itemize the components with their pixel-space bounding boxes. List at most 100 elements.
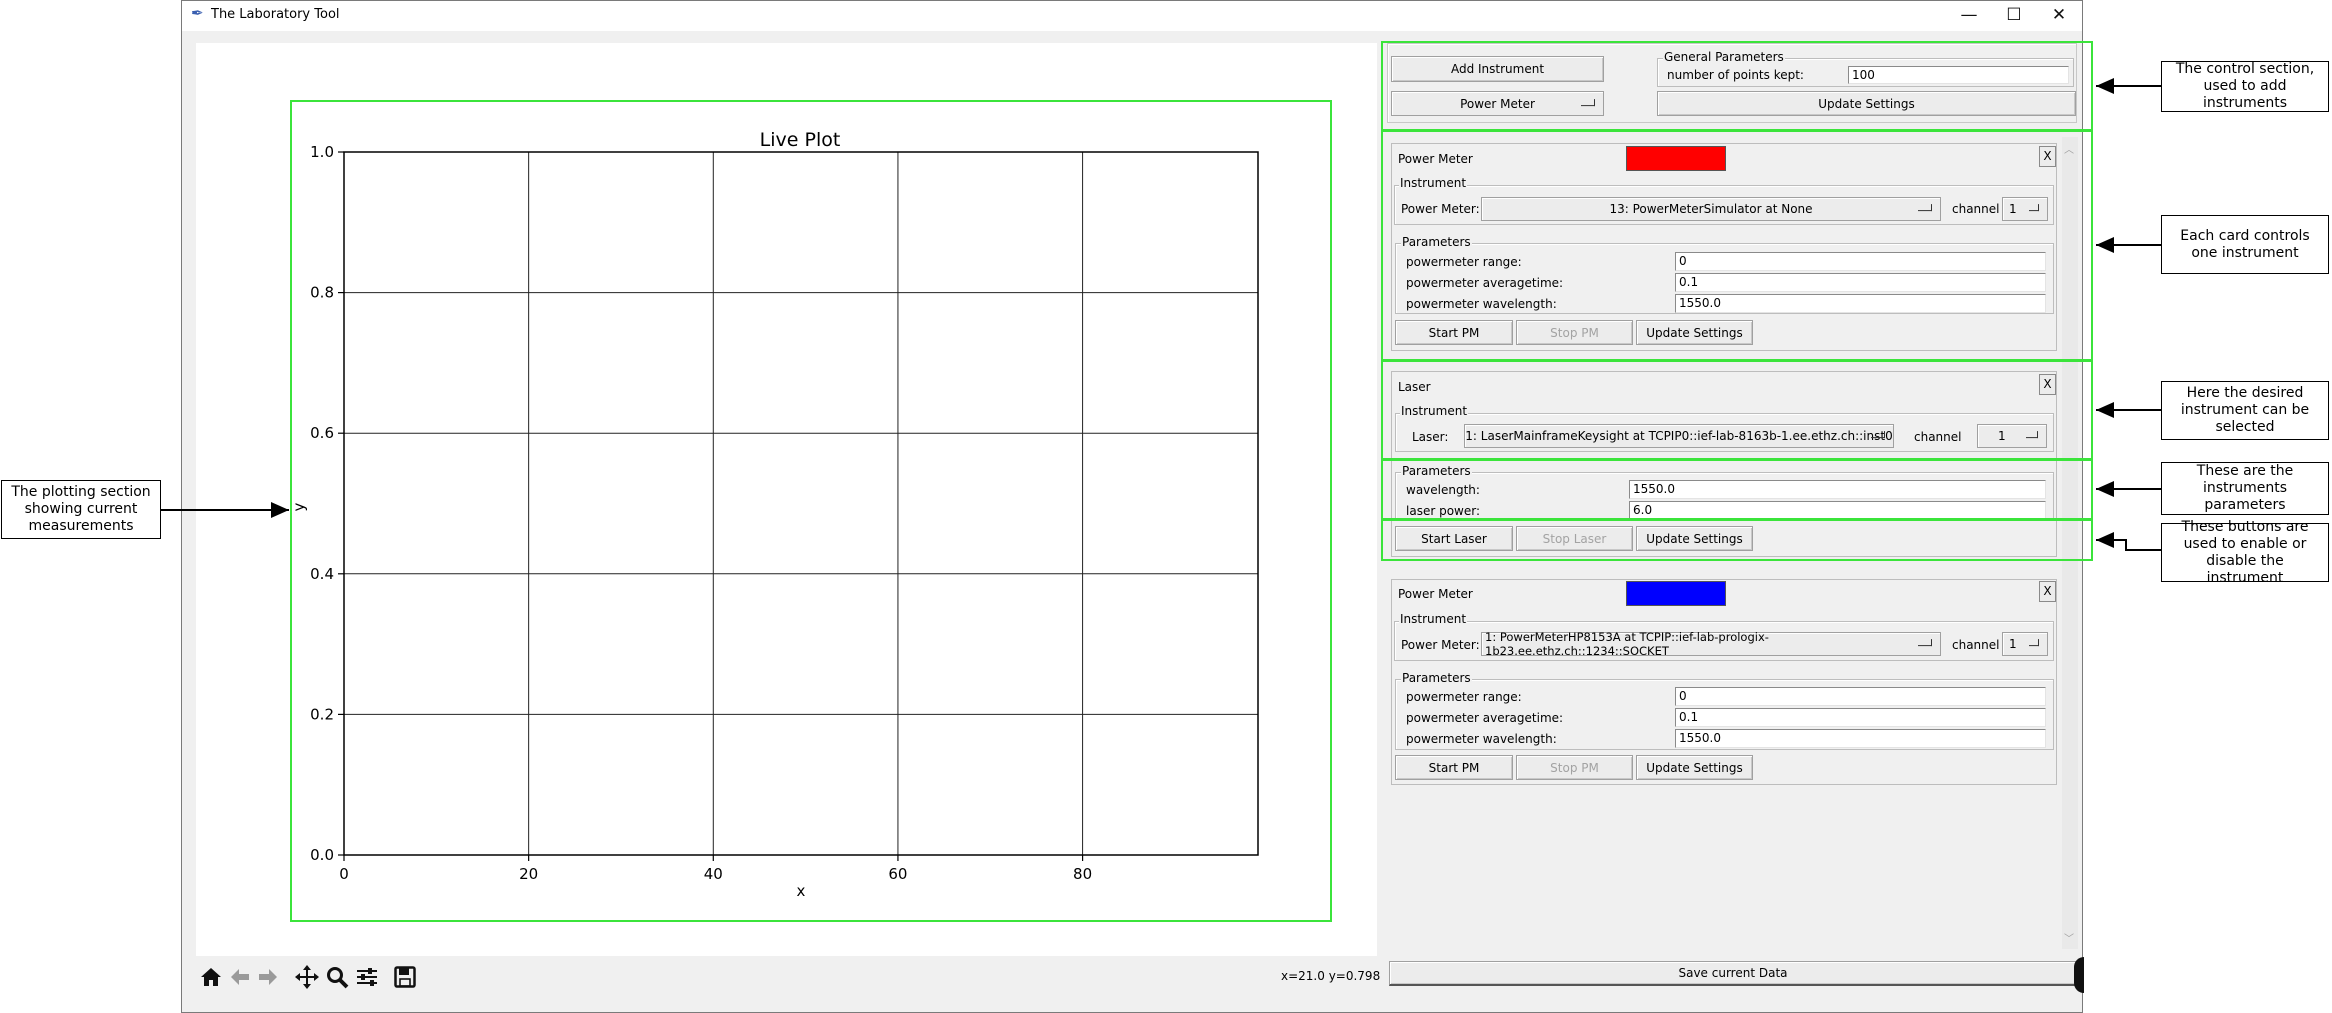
add-instrument-button[interactable]: Add Instrument <box>1391 56 1604 82</box>
laser-stop-button[interactable]: Stop Laser <box>1516 526 1633 551</box>
laser-card-title: Laser <box>1398 380 1431 394</box>
laser-device-select[interactable]: 1: LaserMainframeKeysight at TCPIP0::ief… <box>1464 424 1894 448</box>
card-1-parameters-group <box>1395 243 2054 314</box>
dropdown-arrow-icon <box>2026 431 2038 439</box>
general-update-settings-button[interactable]: Update Settings <box>1657 91 2076 116</box>
coordinate-readout: x=21.0 y=0.798 <box>1281 969 1381 983</box>
card-3-p3-input[interactable]: 1550.0 <box>1675 729 2046 748</box>
y-tick-label: 0.0 <box>310 846 334 864</box>
laser-channel-select[interactable]: 1 <box>1977 424 2047 448</box>
y-tick-label: 0.6 <box>310 424 334 442</box>
y-tick-label: 0.8 <box>310 284 334 302</box>
laser-card-close-button[interactable]: X <box>2039 374 2056 395</box>
card-3-device-select[interactable]: 1: PowerMeterHP8153A at TCPIP::ief-lab-p… <box>1481 630 1941 658</box>
pan-icon[interactable] <box>293 963 321 991</box>
home-icon[interactable] <box>197 963 225 991</box>
card-1-channel-label: channel <box>1952 202 2000 216</box>
laser-parameters-title: Parameters <box>1401 464 1472 478</box>
maximize-button[interactable]: ☐ <box>2006 5 2022 25</box>
card-3-p2-input[interactable]: 0.1 <box>1675 708 2046 727</box>
laser-update-button[interactable]: Update Settings <box>1636 526 1753 551</box>
annotation-buttons: These buttons are used to enable or disa… <box>2161 519 2329 586</box>
x-axis-ticks: 0 20 40 60 80 <box>339 855 1092 883</box>
card-1-parameters-title: Parameters <box>1401 235 1472 249</box>
card-1-instrument-title: Instrument <box>1399 176 1468 190</box>
card-1-device-value: 13: PowerMeterSimulator at None <box>1609 202 1813 216</box>
configure-subplots-icon[interactable] <box>353 963 381 991</box>
plot-toolbar <box>197 963 447 995</box>
close-window-button[interactable]: ✕ <box>2051 5 2067 25</box>
laser-channel-label: channel <box>1914 430 1962 444</box>
x-tick-label: 80 <box>1073 865 1092 883</box>
save-icon[interactable] <box>391 963 419 991</box>
card-1-close-button[interactable]: X <box>2039 146 2056 167</box>
laser-p1-label: wavelength: <box>1406 483 1480 497</box>
power-meter-card-2 <box>1391 579 2057 785</box>
card-3-device-label: Power Meter: <box>1401 638 1480 652</box>
save-data-button[interactable]: Save current Data <box>1389 961 2077 986</box>
card-1-p3-input[interactable]: 1550.0 <box>1675 294 2046 313</box>
x-tick-label: 0 <box>339 865 349 883</box>
annotation-instrument: Here the desired instrument can be selec… <box>2161 381 2329 440</box>
plot-axes-frame <box>343 151 1259 856</box>
card-3-title: Power Meter <box>1398 587 1473 601</box>
card-3-update-button[interactable]: Update Settings <box>1636 755 1753 780</box>
points-kept-input[interactable]: 100 <box>1848 66 2069 84</box>
card-1-p2-input[interactable]: 0.1 <box>1675 273 2046 292</box>
card-1-p2-label: powermeter averagetime: <box>1406 276 1564 290</box>
card-1-update-button[interactable]: Update Settings <box>1636 320 1753 345</box>
laser-device-label: Laser: <box>1412 430 1449 444</box>
card-3-device-value: 1: PowerMeterHP8153A at TCPIP::ief-lab-p… <box>1485 630 1769 658</box>
y-tick-label: 1.0 <box>310 143 334 161</box>
instrument-type-select[interactable]: Power Meter <box>1391 91 1604 116</box>
minimize-button[interactable]: — <box>1960 5 1978 25</box>
annotation-control: The control section, used to add instrum… <box>2161 61 2329 112</box>
card-1-stop-button[interactable]: Stop PM <box>1516 320 1633 345</box>
card-3-instrument-title: Instrument <box>1399 612 1468 626</box>
x-tick-label: 20 <box>519 865 538 883</box>
live-plot[interactable]: Live Plot 0 20 40 60 80 0.0 0.2 0.4 0.6 0.8 1.0 x… <box>196 43 1377 956</box>
laser-p1-input[interactable]: 1550.0 <box>1629 480 2046 499</box>
general-parameters-group <box>1657 58 2074 87</box>
card-3-p2-label: powermeter averagetime: <box>1406 711 1564 725</box>
y-tick-label: 0.2 <box>310 705 334 723</box>
card-3-close-button[interactable]: X <box>2039 581 2056 602</box>
zoom-icon[interactable] <box>323 963 351 991</box>
x-tick-label: 40 <box>704 865 723 883</box>
chart-title: Live Plot <box>760 129 841 151</box>
card-1-start-button[interactable]: Start PM <box>1395 320 1513 345</box>
card-1-device-select[interactable]: 13: PowerMeterSimulator at None <box>1481 197 1941 221</box>
forward-arrow-icon[interactable] <box>254 963 282 991</box>
card-3-channel-label: channel <box>1952 638 2000 652</box>
laser-channel-value: 1 <box>1998 429 2006 443</box>
card-1-channel-select[interactable]: 1 <box>2002 197 2048 221</box>
plot-panel <box>196 43 1377 956</box>
highlight-buttons <box>1381 519 2093 561</box>
card-1-p1-input[interactable]: 0 <box>1675 252 2046 271</box>
scroll-down-icon[interactable]: ﹀ <box>2064 934 2074 945</box>
card-3-p3-label: powermeter wavelength: <box>1406 732 1557 746</box>
scroll-up-icon[interactable]: ︿ <box>2064 145 2074 156</box>
card-1-device-label: Power Meter: <box>1401 202 1480 216</box>
x-axis-label: x <box>797 882 806 900</box>
y-tick-label: 0.4 <box>310 565 334 583</box>
card-3-color-swatch[interactable] <box>1626 581 1726 606</box>
arrow-buttons <box>2096 532 2161 551</box>
laser-start-button[interactable]: Start Laser <box>1395 526 1513 551</box>
annotation-plot: The plotting section showing current mea… <box>1 480 161 539</box>
card-3-p1-input[interactable]: 0 <box>1675 687 2046 706</box>
card-3-stop-button[interactable]: Stop PM <box>1516 755 1633 780</box>
laser-instrument-title: Instrument <box>1400 404 1469 418</box>
annotation-card: Each card controls one instrument <box>2161 215 2329 274</box>
card-1-color-swatch[interactable] <box>1626 146 1726 171</box>
card-1-title: Power Meter <box>1398 152 1473 166</box>
back-arrow-icon[interactable] <box>226 963 254 991</box>
card-3-channel-select[interactable]: 1 <box>2002 632 2048 656</box>
title-bar <box>182 1 2082 31</box>
card-3-p1-label: powermeter range: <box>1406 690 1522 704</box>
scrollbar[interactable]: ︿ ﹀ <box>2062 137 2078 949</box>
card-3-start-button[interactable]: Start PM <box>1395 755 1513 780</box>
laser-p2-label: laser power: <box>1406 504 1480 518</box>
